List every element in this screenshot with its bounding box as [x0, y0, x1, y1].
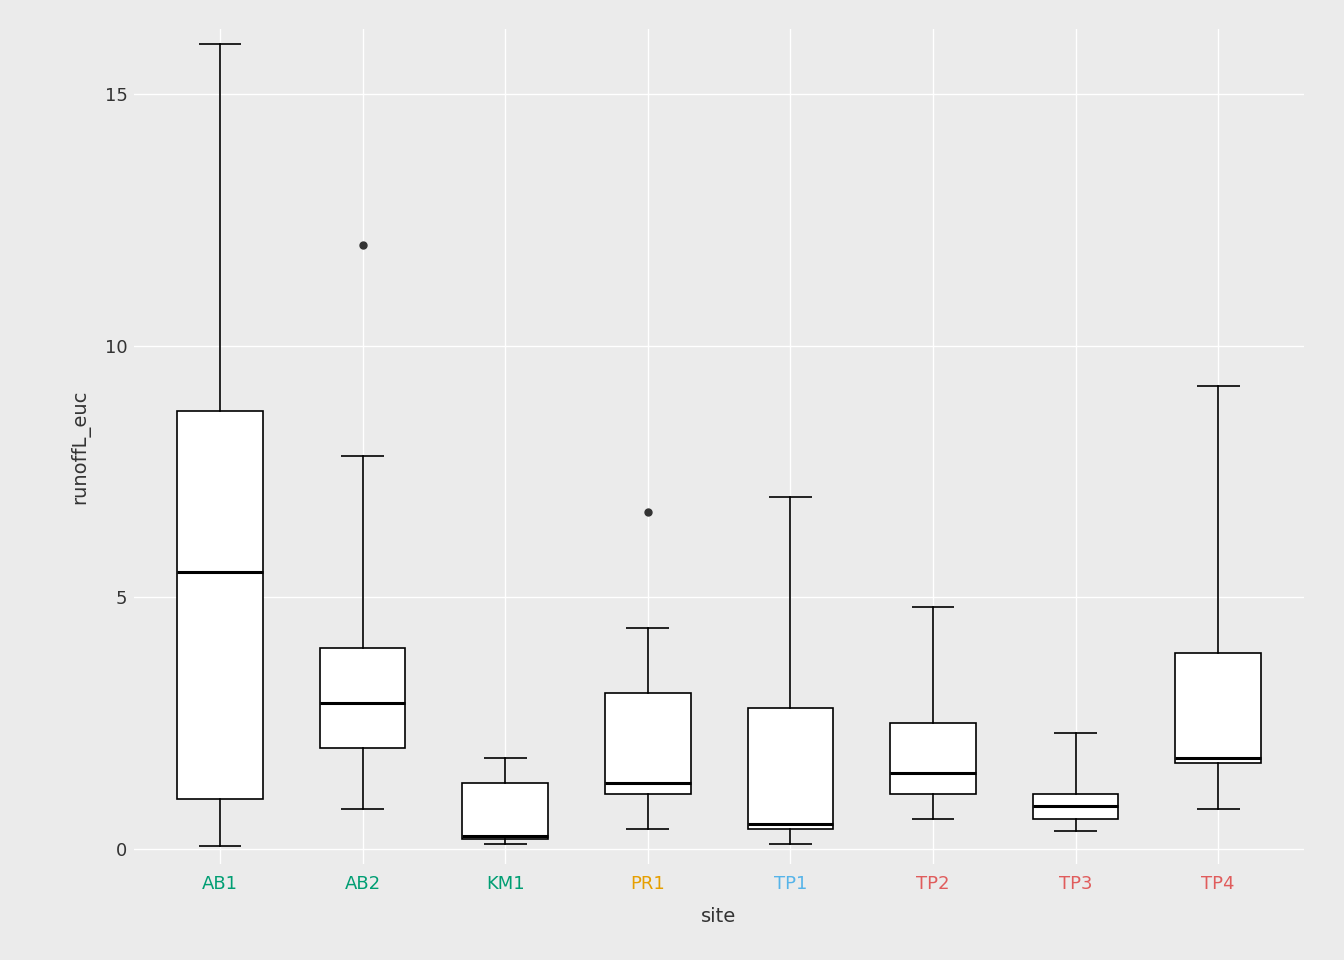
X-axis label: site: site [702, 907, 737, 926]
PathPatch shape [1176, 653, 1261, 763]
PathPatch shape [747, 708, 833, 828]
PathPatch shape [320, 648, 406, 748]
PathPatch shape [177, 411, 262, 799]
Y-axis label: runoffL_euc: runoffL_euc [71, 389, 90, 504]
PathPatch shape [890, 723, 976, 794]
PathPatch shape [462, 783, 548, 839]
PathPatch shape [605, 693, 691, 794]
PathPatch shape [1032, 794, 1118, 819]
